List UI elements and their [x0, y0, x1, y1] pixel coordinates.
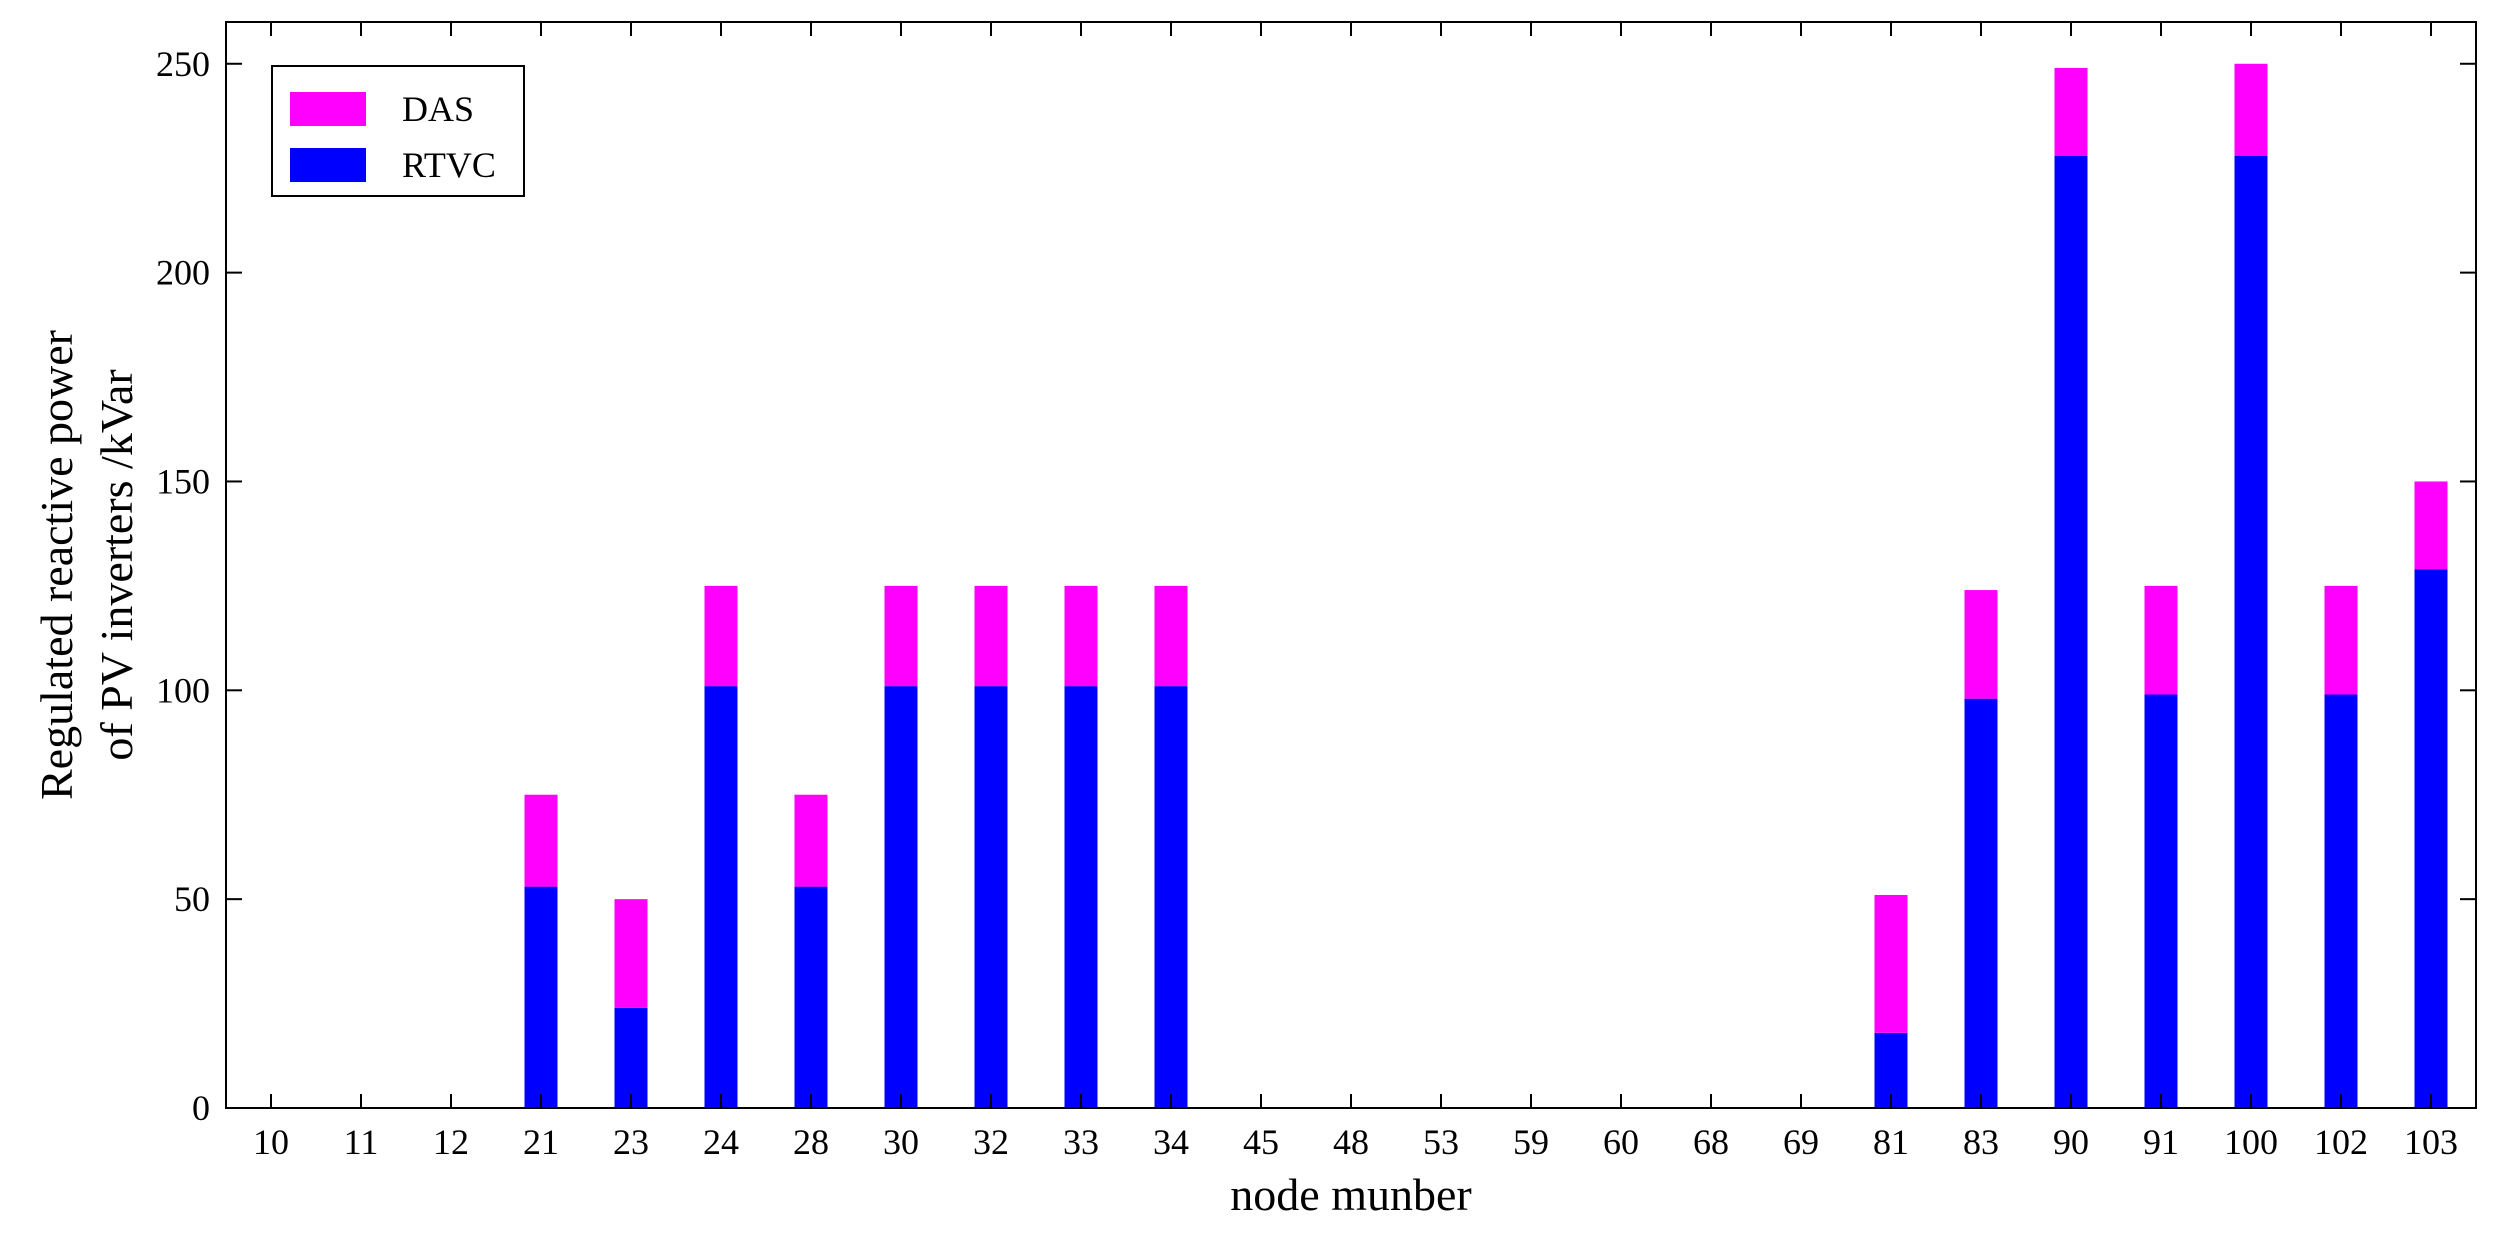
bar-das-81: [1874, 894, 1908, 1033]
x-tick-label: 12: [433, 1122, 469, 1162]
x-tick-label: 32: [973, 1122, 1009, 1162]
plot-frame: [225, 21, 2477, 1109]
legend-swatch-das: [290, 92, 366, 126]
bar-das-32: [974, 585, 1008, 687]
x-tick-label: 53: [1423, 1122, 1459, 1162]
bar-rtvc-34: [1154, 686, 1188, 1108]
legend-label-rtvc: RTVC: [402, 145, 496, 185]
x-tick-label: 11: [344, 1122, 379, 1162]
x-tick-label: 24: [703, 1122, 739, 1162]
bar-rtvc-100: [2234, 155, 2268, 1108]
bar-das-21: [524, 794, 558, 887]
x-tick-label: 21: [523, 1122, 559, 1162]
x-tick-label: 48: [1333, 1122, 1369, 1162]
bar-rtvc-103: [2414, 569, 2448, 1108]
bar-rtvc-28: [794, 886, 828, 1108]
x-tick-label: 100: [2224, 1122, 2278, 1162]
x-axis-title: node munber: [1230, 1169, 1471, 1220]
y-tick-label: 250: [156, 44, 210, 84]
x-tick-label: 30: [883, 1122, 919, 1162]
bar-das-24: [704, 585, 738, 687]
bar-rtvc-83: [1964, 698, 1998, 1108]
legend-swatch-rtvc: [290, 148, 366, 182]
axes-layer: 0 50 100 150 200 250 10 11 12 21 23 24 28 30 32 33 34 45 4…: [156, 21, 2477, 1162]
x-tick-label: 68: [1693, 1122, 1729, 1162]
bar-rtvc-91: [2144, 694, 2178, 1108]
y-tick-label: 50: [174, 879, 210, 919]
bar-das-23: [614, 899, 648, 1008]
x-tick-label: 91: [2143, 1122, 2179, 1162]
x-tick-label: 59: [1513, 1122, 1549, 1162]
x-tick-label: 23: [613, 1122, 649, 1162]
bar-das-100: [2234, 63, 2268, 156]
y-axis-title-line-2: of PV inverters /kVar: [91, 369, 142, 760]
x-tick-label: 81: [1873, 1122, 1909, 1162]
bar-rtvc-33: [1064, 686, 1098, 1108]
y-tick-label: 0: [192, 1088, 210, 1128]
bar-rtvc-23: [614, 1007, 648, 1108]
x-tick-label: 33: [1063, 1122, 1099, 1162]
x-tick-label: 34: [1153, 1122, 1189, 1162]
bar-rtvc-32: [974, 686, 1008, 1108]
bar-rtvc-30: [884, 686, 918, 1108]
legend: DAS RTVC: [271, 65, 525, 197]
x-tick-label: 90: [2053, 1122, 2089, 1162]
x-tick-label: 69: [1783, 1122, 1819, 1162]
x-tick-label: 103: [2404, 1122, 2458, 1162]
x-tick-label: 45: [1243, 1122, 1279, 1162]
bar-das-91: [2144, 585, 2178, 695]
x-tick-label: 10: [253, 1122, 289, 1162]
bar-das-83: [1964, 590, 1998, 699]
bar-das-34: [1154, 585, 1188, 687]
x-tick-label: 60: [1603, 1122, 1639, 1162]
bar-das-30: [884, 585, 918, 687]
bar-das-33: [1064, 585, 1098, 687]
bar-rtvc-90: [2054, 155, 2088, 1108]
bar-das-102: [2324, 585, 2358, 695]
x-tick-label: 83: [1963, 1122, 1999, 1162]
bar-rtvc-24: [704, 686, 738, 1108]
x-tick-label: 102: [2314, 1122, 2368, 1162]
bar-rtvc-21: [524, 886, 558, 1108]
y-axis-title-line-1: Regulated reactive power: [31, 330, 82, 800]
bar-rtvc-102: [2324, 694, 2358, 1108]
legend-label-das: DAS: [402, 89, 474, 129]
x-tick-label: 28: [793, 1122, 829, 1162]
bar-das-90: [2054, 67, 2088, 156]
y-tick-label: 150: [156, 461, 210, 501]
bar-das-28: [794, 794, 828, 887]
y-tick-label: 100: [156, 670, 210, 710]
bars-layer: [524, 63, 2448, 1108]
y-tick-label: 200: [156, 253, 210, 293]
bar-das-103: [2414, 481, 2448, 570]
